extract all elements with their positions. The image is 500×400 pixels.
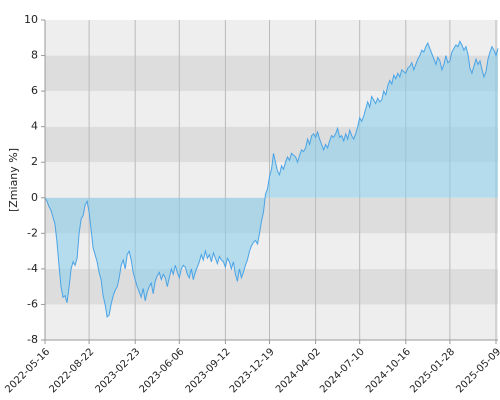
area [45, 41, 498, 317]
x-tick-label: 2023-09-12 [184, 346, 233, 395]
x-tick-label: 2025-01-28 [408, 346, 457, 395]
y-tick-label: 4 [31, 120, 38, 133]
x-tick-label: 2024-04-02 [274, 346, 323, 395]
y-tick-label: 0 [31, 191, 38, 204]
x-tick-label: 2024-07-10 [318, 346, 367, 395]
x-tick-label: 2023-02-23 [94, 346, 143, 395]
x-tick-label: 2022-08-22 [47, 346, 96, 395]
y-tick-label: 2 [31, 155, 38, 168]
y-tick-label: 6 [31, 84, 38, 97]
grid-band [45, 304, 498, 340]
y-tick-label: -6 [27, 297, 38, 310]
y-tick-label: -4 [27, 262, 38, 275]
y-axis-label: [Zmiany %] [7, 148, 20, 212]
y-tick-label: -8 [27, 333, 38, 346]
x-tick-label: 2023-06-06 [138, 346, 187, 395]
grid-band [45, 20, 498, 56]
grid-band [45, 268, 498, 305]
x-tick-label: 2023-12-19 [228, 346, 277, 395]
x-tick-label: 2024-10-16 [364, 346, 413, 395]
y-tick-label: 8 [31, 49, 38, 62]
x-tick-label: 2025-05-09 [454, 346, 500, 395]
line [44, 40, 499, 318]
y-tick-label: 10 [24, 13, 38, 26]
y-tick-label: -2 [27, 226, 38, 239]
x-tick-label: 2022-05-16 [3, 346, 52, 395]
